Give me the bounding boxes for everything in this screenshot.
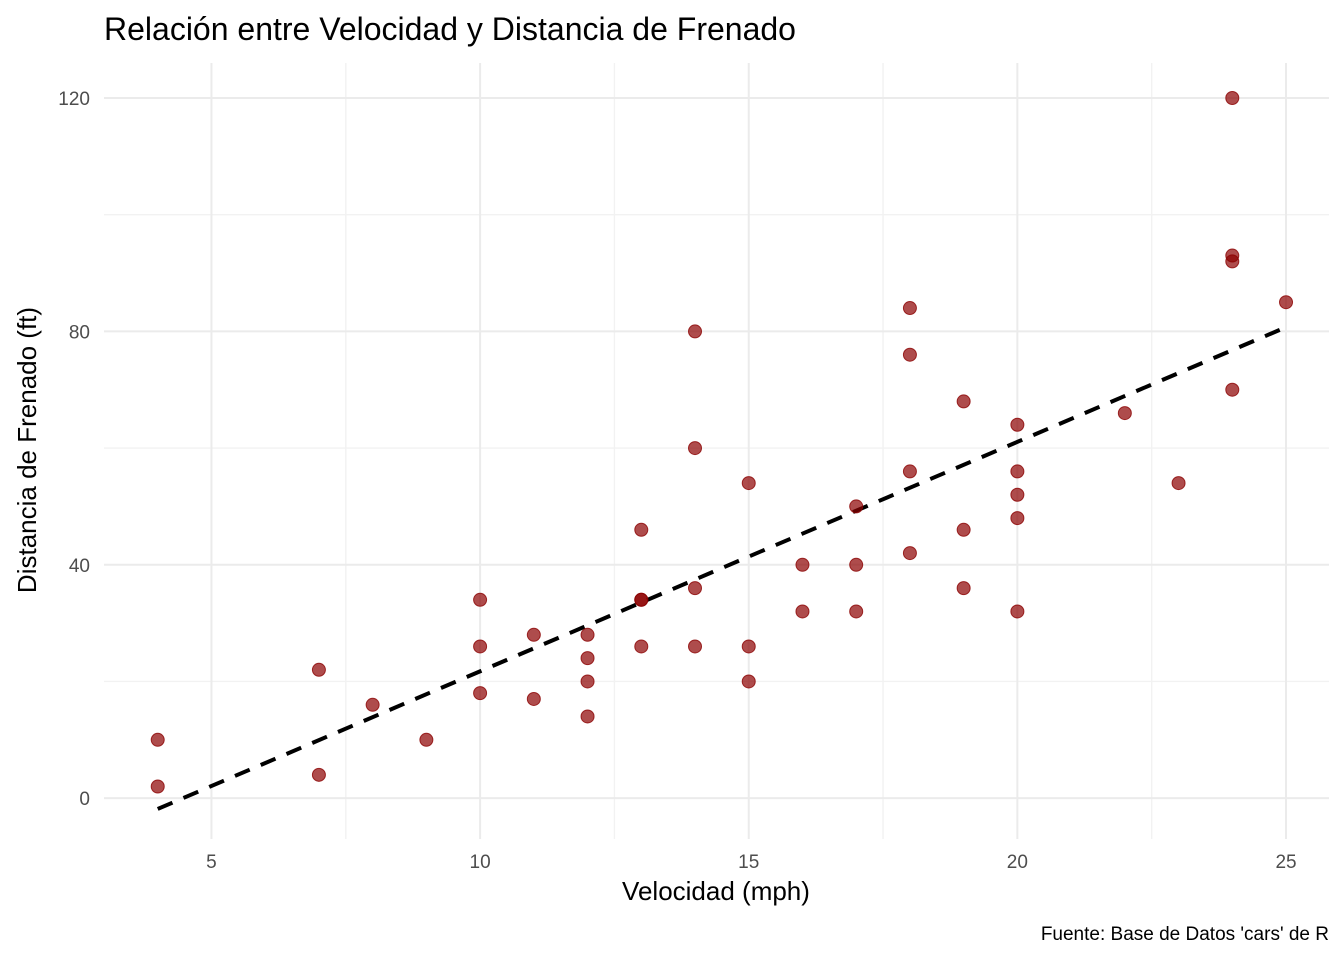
x-tick-label: 25: [1275, 852, 1296, 873]
data-point: [311, 767, 326, 782]
data-point: [902, 464, 917, 479]
data-point: [741, 639, 756, 654]
data-point: [688, 324, 703, 339]
data-point: [150, 732, 165, 747]
x-tick-label: 15: [738, 852, 759, 873]
data-point: [580, 651, 595, 666]
data-point: [526, 627, 541, 642]
data-point: [1225, 91, 1240, 106]
data-point: [741, 476, 756, 491]
data-point: [473, 639, 488, 654]
data-point: [473, 686, 488, 701]
data-point: [311, 662, 326, 677]
chart-title: Relación entre Velocidad y Distancia de …: [104, 11, 796, 47]
data-point: [419, 732, 434, 747]
data-point: [526, 691, 541, 706]
data-point: [580, 674, 595, 689]
data-point: [1010, 604, 1025, 619]
data-point: [849, 557, 864, 572]
data-point: [634, 522, 649, 537]
x-tick-label: 10: [470, 852, 491, 873]
data-point: [795, 557, 810, 572]
data-point: [956, 394, 971, 409]
data-point: [849, 604, 864, 619]
data-point: [150, 779, 165, 794]
data-point: [688, 639, 703, 654]
x-tick-label: 20: [1007, 852, 1028, 873]
data-point: [580, 627, 595, 642]
data-point: [741, 674, 756, 689]
data-point: [688, 441, 703, 456]
data-point: [795, 604, 810, 619]
y-axis-title: Distancia de Frenado (ft): [12, 307, 42, 593]
data-point: [1279, 295, 1294, 310]
y-axis-tick-labels: 0 40 80 120: [58, 89, 90, 810]
data-point: [1010, 487, 1025, 502]
chart-caption: Fuente: Base de Datos 'cars' de R: [1041, 924, 1329, 945]
trend-line-layer: [156, 325, 1287, 811]
data-point: [634, 639, 649, 654]
data-point: [956, 581, 971, 596]
data-point: [956, 522, 971, 537]
data-point: [902, 301, 917, 316]
data-point: [473, 592, 488, 607]
minor-gridlines: [104, 63, 1329, 839]
data-point: [1010, 417, 1025, 432]
data-point: [1117, 406, 1132, 421]
y-tick-label: 80: [69, 322, 90, 343]
data-point: [849, 499, 864, 514]
major-gridlines: [104, 63, 1329, 839]
data-point: [1010, 464, 1025, 479]
y-tick-label: 120: [58, 89, 90, 110]
y-tick-label: 40: [69, 556, 90, 577]
data-points: [150, 91, 1294, 794]
data-point: [688, 581, 703, 596]
x-axis-title: Velocidad (mph): [622, 876, 810, 906]
data-point: [902, 347, 917, 362]
x-tick-label: 5: [206, 852, 217, 873]
data-point: [365, 697, 380, 712]
data-point: [1225, 248, 1240, 263]
data-point: [1010, 511, 1025, 526]
data-point: [580, 709, 595, 724]
data-point: [1171, 476, 1186, 491]
regression-trend-line: [156, 325, 1287, 811]
data-point: [1225, 382, 1240, 397]
data-point: [902, 546, 917, 561]
y-tick-label: 0: [79, 789, 90, 810]
x-axis-tick-labels: 5 10 15 20 25: [206, 852, 1296, 873]
data-point: [634, 592, 649, 607]
